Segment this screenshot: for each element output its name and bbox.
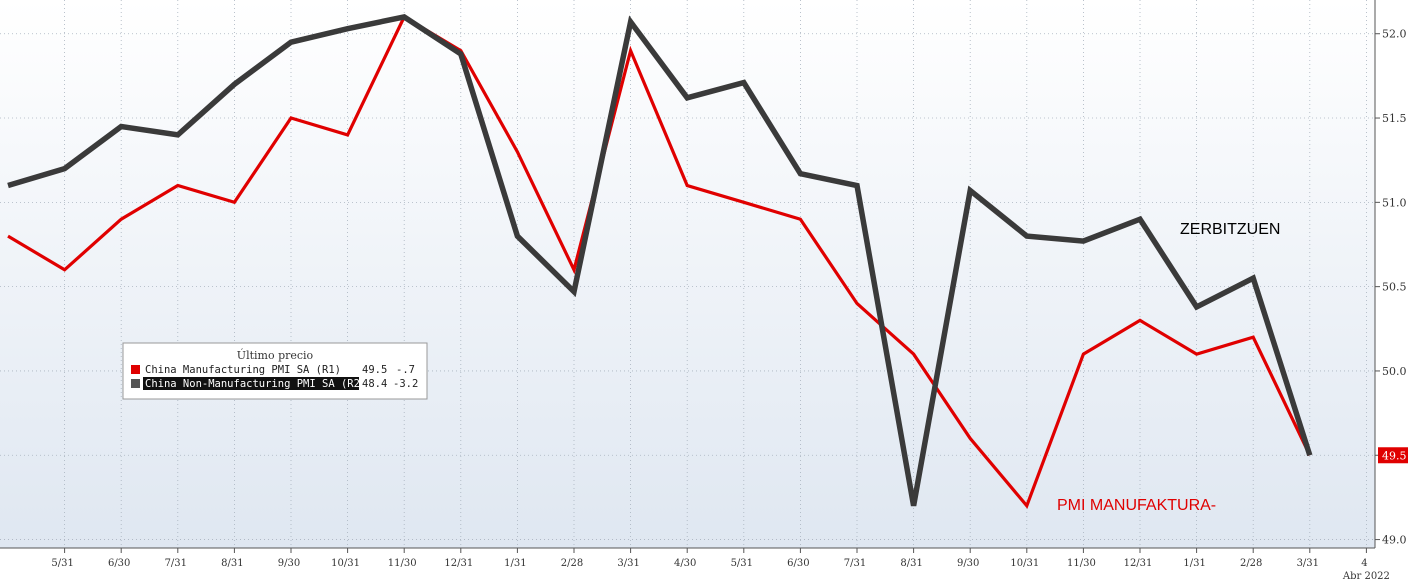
y-tick-label: 50.0 [1382,365,1407,378]
annotation-services: ZERBITZUEN [1180,221,1280,238]
x-tick-label: 5/31 [51,558,73,569]
x-tick-label: 4 [1361,558,1367,569]
x-tick-label: 7/31 [165,558,187,569]
x-axis-note: Abr 2022 [1342,571,1390,582]
plot-area [0,0,1375,548]
x-tick-label: 6/30 [787,558,809,569]
series-line-manufacturing [7,14,1312,509]
x-tick-label: 8/31 [221,558,243,569]
legend-title: Último precio [237,348,314,362]
x-tick-label: 9/30 [957,558,979,569]
y-tick-label: 51.5 [1382,112,1407,125]
legend-change-nonmanufacturing: -3.2 [393,378,418,390]
x-tick-label: 11/30 [388,558,417,569]
x-tick-label: 10/31 [1010,558,1039,569]
x-tick-label: 9/30 [278,558,300,569]
x-tick-label: 8/31 [900,558,922,569]
x-tick-label: 10/31 [331,558,360,569]
x-tick-label: 11/30 [1067,558,1096,569]
y-tick-label: 51.0 [1382,196,1407,209]
legend-highlight-nonmanufacturing [143,377,359,390]
x-tick-label: 3/31 [617,558,639,569]
x-tick-label: 5/31 [731,558,753,569]
x-tick-label: 1/31 [1183,558,1205,569]
legend-label-nonmanufacturing: China Non-Manufacturing PMI SA (R2) [145,378,366,390]
legend-last-nonmanufacturing: 48.4 [362,378,387,390]
x-tick-label: 12/31 [1124,558,1153,569]
x-tick-label: 3/31 [1297,558,1319,569]
last-value-marker [1378,447,1408,464]
series-layer [7,13,1313,509]
legend-swatch-nonmanufacturing [131,379,140,388]
y-tick-label: 52.0 [1382,28,1407,41]
y-tick-label: 49.0 [1382,534,1407,547]
legend-change-manufacturing: -.7 [396,364,415,376]
legend: Último precio China Manufacturing PMI SA… [122,342,428,400]
x-tick-label: 1/31 [504,558,526,569]
x-tick-label: 6/30 [108,558,130,569]
legend-swatch-manufacturing [131,365,140,374]
last-value-label: 49.5 [1382,449,1407,462]
y-tick-label: 50.5 [1382,281,1407,294]
x-tick-label: 4/30 [674,558,696,569]
legend-label-manufacturing: China Manufacturing PMI SA (R1) [145,364,341,376]
series-line-nonmanufacturing [7,13,1313,507]
legend-last-manufacturing: 49.5 [362,364,387,376]
x-tick-label: 12/31 [444,558,473,569]
x-tick-label: 2/28 [561,558,583,569]
x-tick-label: 7/31 [844,558,866,569]
x-tick-label: 2/28 [1240,558,1262,569]
annotation-manufacturing: PMI MANUFAKTURA- [1057,497,1216,514]
grid-layer [0,0,1375,548]
